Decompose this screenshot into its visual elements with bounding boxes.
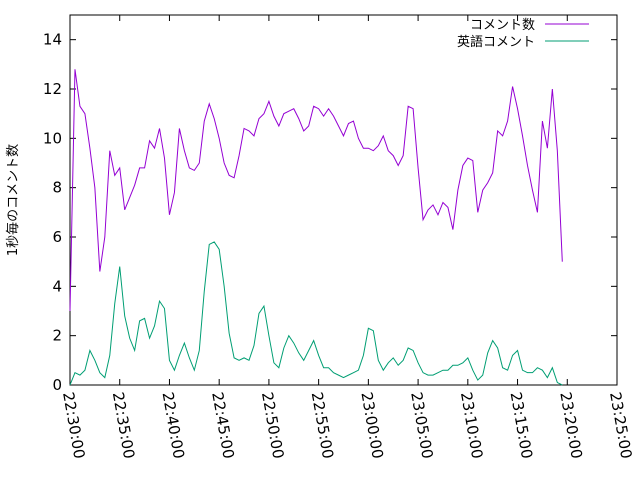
y-tick-label: 4 [52,277,62,295]
y-tick-label: 8 [52,179,62,197]
legend-entry-label: 英語コメント [457,34,535,50]
series-line-1 [69,69,563,312]
tick-marks [69,15,618,386]
y-tick-label: 10 [43,129,62,147]
series-lines [69,69,563,386]
x-tick-label: 22:55:00 [308,391,337,460]
y-tick-label: 12 [43,80,62,98]
y-tick-label: 2 [52,327,62,345]
y-tick-label: 14 [43,31,62,49]
x-tick-label: 22:40:00 [159,391,188,460]
series-line-2 [69,241,563,386]
legend-entry-label: コメント数 [470,18,535,33]
x-tick-label: 23:10:00 [457,391,486,460]
x-tick-label: 22:45:00 [208,391,237,460]
x-tick-label: 22:30:00 [59,391,88,460]
y-axis-title: 1秒毎のコメント数 [5,144,21,256]
x-tick-label: 23:15:00 [507,391,536,460]
x-tick-label: 22:50:00 [258,391,287,460]
x-tick-label: 23:00:00 [357,391,386,460]
x-tick-label: 23:20:00 [556,391,585,460]
plot-frame [69,14,618,386]
x-tick-label: 23:25:00 [606,391,635,460]
x-tick-labels: 22:30:00 22:35:00 22:40:00 22:45:00 22:50:00… [59,391,635,460]
x-tick-label: 23:05:00 [407,391,436,460]
y-tick-label: 6 [52,228,62,246]
x-tick-label: 22:35:00 [109,391,138,460]
y-tick-labels: 0 2 4 6 8 10 12 14 [43,31,62,394]
y-tick-label: 0 [52,376,62,394]
